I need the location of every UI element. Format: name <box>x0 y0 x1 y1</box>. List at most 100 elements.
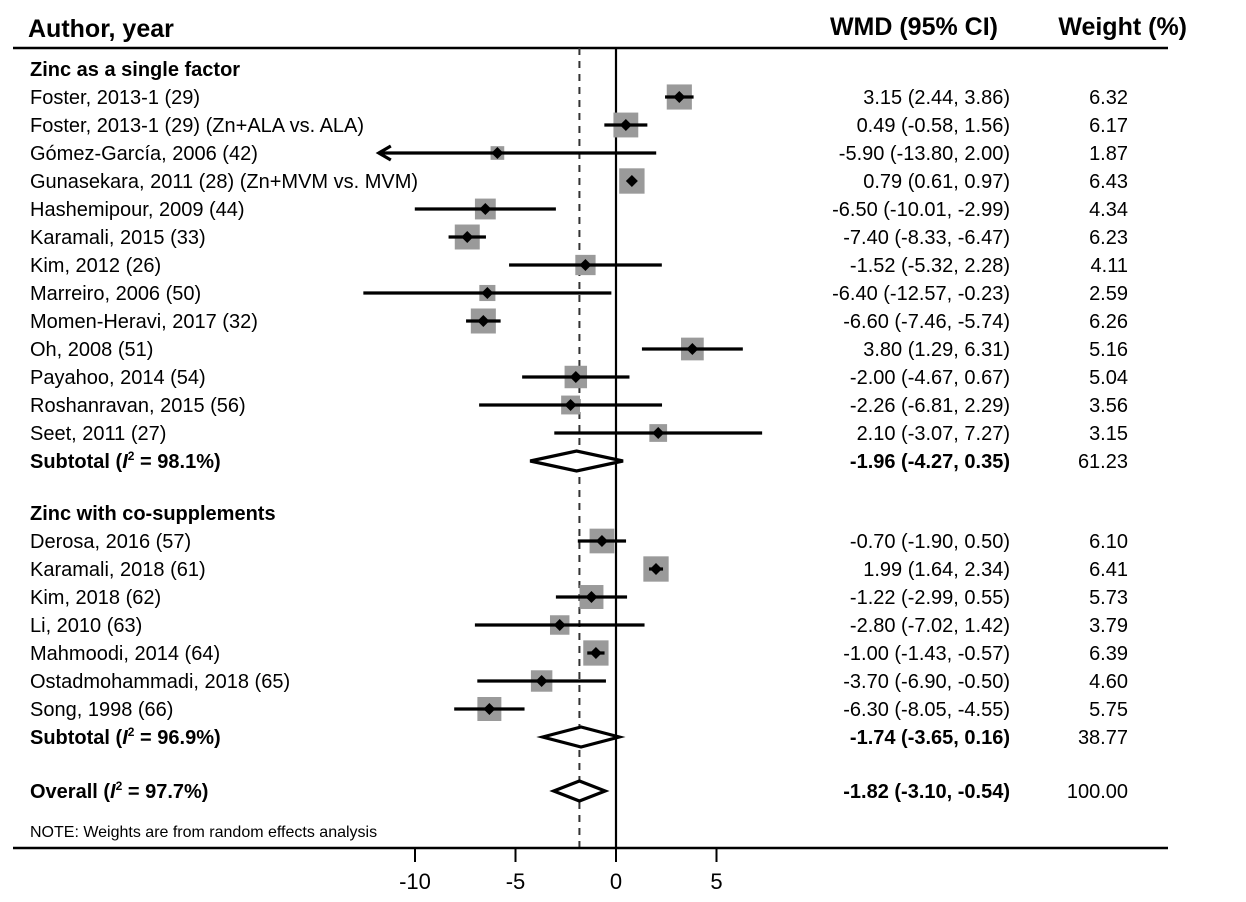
study-point-estimate <box>479 203 492 215</box>
study-ci-text: -6.40 (-12.57, -0.23) <box>832 283 1010 305</box>
study-point-estimate <box>579 259 592 271</box>
study-name: Karamali, 2018 (61) <box>30 559 206 581</box>
subtotal-label: Subtotal (I2 = 96.9%) <box>30 725 221 749</box>
study-weight-text: 6.32 <box>1089 87 1128 109</box>
study-point-estimate <box>673 91 686 103</box>
study-weight-text: 4.11 <box>1091 255 1128 277</box>
rows-layer: Zinc as a single factor Foster, 2013-1 (2… <box>30 59 1128 803</box>
header-effect: WMD (95% CI) <box>830 13 998 41</box>
subtotal-label-label-pre: Subtotal ( <box>30 451 123 473</box>
study-ci-text: -1.00 (-1.43, -0.57) <box>843 643 1010 665</box>
study-ci-text: 3.80 (1.29, 6.31) <box>863 339 1010 361</box>
study-weight-text: 6.43 <box>1089 171 1128 193</box>
subtotal-weight-text: 61.23 <box>1078 451 1128 473</box>
subtotal-label-label-post: = 98.1%) <box>134 451 220 473</box>
study-point-estimate <box>483 703 496 715</box>
study-point-estimate <box>589 647 602 659</box>
overall-label: Overall (I2 = 97.7%) <box>30 779 208 803</box>
study-point-estimate <box>564 399 577 411</box>
study-name: Hashemipour, 2009 (44) <box>30 199 245 221</box>
study-ci-text: -6.60 (-7.46, -5.74) <box>843 311 1010 333</box>
study-ci-text: -2.26 (-6.81, 2.29) <box>850 395 1010 417</box>
study-point-estimate <box>569 371 582 383</box>
study-ci-text: -5.90 (-13.80, 2.00) <box>839 143 1010 165</box>
study-point-estimate <box>625 175 638 187</box>
subtotal-ci-text: -1.74 (-3.65, 0.16) <box>850 727 1010 749</box>
study-point-estimate <box>595 535 608 547</box>
study-ci-text: -6.50 (-10.01, -2.99) <box>832 199 1010 221</box>
study-name: Foster, 2013-1 (29) <box>30 87 200 109</box>
subtotal-label: Subtotal (I2 = 98.1%) <box>30 449 221 473</box>
overall-label-label-sup: 2 <box>116 779 123 793</box>
study-name: Song, 1998 (66) <box>30 699 173 721</box>
study-name: Payahoo, 2014 (54) <box>30 367 206 389</box>
subtotal-diamond <box>536 725 626 749</box>
study-weight-text: 6.26 <box>1089 311 1128 333</box>
x-tick-label: 5 <box>710 869 722 894</box>
study-name: Marreiro, 2006 (50) <box>30 283 201 305</box>
study-weight-text: 3.79 <box>1089 615 1128 637</box>
study-name: Kim, 2018 (62) <box>30 587 161 609</box>
study-name: Ostadmohammadi, 2018 (65) <box>30 671 290 693</box>
study-weight-text: 1.87 <box>1089 143 1128 165</box>
study-ci-text: 1.99 (1.64, 2.34) <box>863 559 1010 581</box>
study-point-estimate <box>686 343 699 355</box>
study-ci-text: 2.10 (-3.07, 7.27) <box>857 423 1010 445</box>
study-weight-text: 5.16 <box>1089 339 1128 361</box>
subtotal-label-label-sup: 2 <box>128 449 135 463</box>
study-ci-text: 0.79 (0.61, 0.97) <box>863 171 1010 193</box>
x-tick-label: -10 <box>399 869 431 894</box>
study-name: Li, 2010 (63) <box>30 615 142 637</box>
study-weight-text: 5.73 <box>1089 587 1128 609</box>
study-name: Roshanravan, 2015 (56) <box>30 395 246 417</box>
study-point-estimate <box>553 619 566 631</box>
group-label: Zinc as a single factor <box>30 59 240 81</box>
study-name: Momen-Heravi, 2017 (32) <box>30 311 258 333</box>
subtotal-label-label-sup: 2 <box>128 725 135 739</box>
x-tick-label: -5 <box>506 869 526 894</box>
study-name: Gómez-García, 2006 (42) <box>30 143 258 165</box>
study-point-estimate <box>619 119 632 131</box>
overall-diamond <box>549 779 610 803</box>
study-point-estimate <box>649 563 662 575</box>
study-ci-text: -0.70 (-1.90, 0.50) <box>850 531 1010 553</box>
study-name: Kim, 2012 (26) <box>30 255 161 277</box>
subtotal-diamond <box>529 449 624 473</box>
study-point-estimate <box>585 591 598 603</box>
study-ci-text: 0.49 (-0.58, 1.56) <box>857 115 1010 137</box>
study-weight-text: 5.04 <box>1089 367 1128 389</box>
study-ci-text: -2.00 (-4.67, 0.67) <box>850 367 1010 389</box>
study-weight-text: 6.23 <box>1089 227 1128 249</box>
study-ci-text: -6.30 (-8.05, -4.55) <box>843 699 1010 721</box>
subtotal-ci-text: -1.96 (-4.27, 0.35) <box>850 451 1010 473</box>
study-weight-text: 4.34 <box>1089 199 1128 221</box>
subtotal-label-label-i: I <box>122 727 128 749</box>
study-point-estimate <box>461 231 474 243</box>
study-point-estimate <box>491 147 504 159</box>
overall-ci-text: -1.82 (-3.10, -0.54) <box>843 781 1010 803</box>
study-name: Derosa, 2016 (57) <box>30 531 191 553</box>
subtotal-label-label-pre: Subtotal ( <box>30 727 123 749</box>
study-weight-text: 6.10 <box>1089 531 1128 553</box>
note-text: NOTE: Weights are from random effects an… <box>30 824 377 841</box>
study-weight-text: 6.41 <box>1089 559 1128 581</box>
header-study: Author, year <box>28 15 174 43</box>
study-point-estimate <box>477 315 490 327</box>
overall-label-label-pre: Overall ( <box>30 781 110 803</box>
study-ci-text: -7.40 (-8.33, -6.47) <box>843 227 1010 249</box>
study-name: Karamali, 2015 (33) <box>30 227 206 249</box>
study-point-estimate <box>652 427 665 439</box>
overall-weight-text: 100.00 <box>1067 781 1128 803</box>
study-weight-text: 6.17 <box>1089 115 1128 137</box>
study-ci-text: 3.15 (2.44, 3.86) <box>863 87 1010 109</box>
study-weight-text: 2.59 <box>1089 283 1128 305</box>
overall-label-label-post: = 97.7%) <box>122 781 208 803</box>
study-name: Seet, 2011 (27) <box>30 423 166 445</box>
study-name: Mahmoodi, 2014 (64) <box>30 643 220 665</box>
study-ci-text: -1.52 (-5.32, 2.28) <box>850 255 1010 277</box>
study-ci-text: -3.70 (-6.90, -0.50) <box>843 671 1010 693</box>
study-name: Foster, 2013-1 (29) (Zn+ALA vs. ALA) <box>30 115 364 137</box>
study-weight-text: 5.75 <box>1089 699 1128 721</box>
study-point-estimate <box>535 675 548 687</box>
overall-label-label-i: I <box>110 781 116 803</box>
